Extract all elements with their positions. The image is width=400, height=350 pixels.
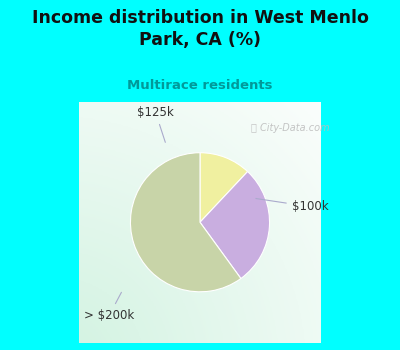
Wedge shape (130, 153, 241, 292)
Wedge shape (200, 172, 270, 279)
Text: $100k: $100k (256, 198, 328, 213)
Text: $125k: $125k (137, 106, 174, 142)
Wedge shape (200, 153, 248, 222)
Text: Income distribution in West Menlo
Park, CA (%): Income distribution in West Menlo Park, … (32, 9, 368, 49)
Text: Multirace residents: Multirace residents (127, 79, 273, 92)
Text: ⓘ City-Data.com: ⓘ City-Data.com (251, 123, 329, 133)
Text: > $200k: > $200k (84, 292, 134, 322)
